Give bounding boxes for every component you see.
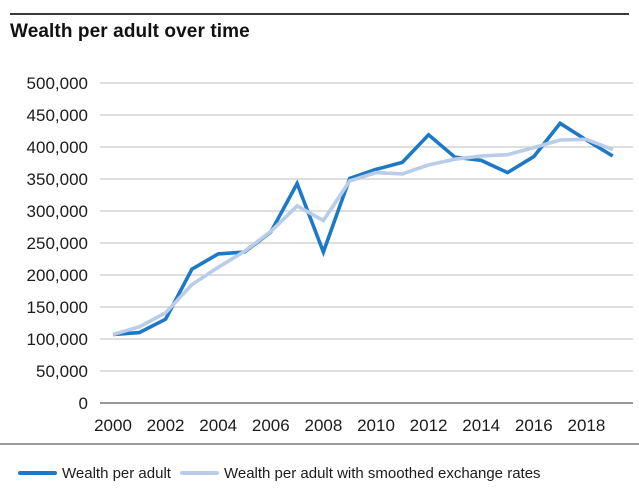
y-tick-label: 100,000 [27, 330, 88, 349]
legend-label: Wealth per adult [62, 464, 171, 482]
y-tick-label: 350,000 [27, 170, 88, 189]
chart-title: Wealth per adult over time [10, 21, 250, 42]
legend-label: Wealth per adult with smoothed exchange … [223, 464, 541, 482]
legend-item: Wealth per adult with smoothed exchange … [179, 464, 541, 482]
y-tick-label: 300,000 [27, 202, 88, 221]
series-line-wealth-per-adult [112, 120, 614, 337]
x-tick-label: 2010 [357, 416, 395, 435]
x-tick-label: 2006 [252, 416, 290, 435]
x-tick-label: 2012 [410, 416, 448, 435]
y-tick-label: 450,000 [27, 106, 88, 125]
x-tick-label: 2000 [94, 416, 132, 435]
y-tick-label: 50,000 [36, 362, 88, 381]
series-line-wealth-per-adult-smoothed [112, 137, 614, 337]
x-tick-label: 2014 [462, 416, 500, 435]
legend-swatch-wealth-per-adult [18, 471, 57, 475]
y-tick-label: 250,000 [27, 234, 88, 253]
x-tick-label: 2018 [567, 416, 605, 435]
y-tick-label: 0 [79, 394, 88, 413]
y-tick-label: 150,000 [27, 298, 88, 317]
y-tick-label: 400,000 [27, 138, 88, 157]
y-tick-label: 500,000 [27, 74, 88, 93]
x-tick-label: 2016 [515, 416, 553, 435]
legend-item: Wealth per adult [18, 465, 171, 482]
x-tick-label: 2004 [199, 416, 237, 435]
y-tick-label: 200,000 [27, 266, 88, 285]
legend-divider [0, 443, 639, 445]
top-rule [10, 13, 629, 15]
legend-swatch-wealth-per-adult-smoothed [179, 471, 219, 475]
legend: Wealth per adult Wealth per adult with sm… [18, 462, 637, 484]
x-tick-label: 2002 [147, 416, 185, 435]
x-tick-label: 2008 [304, 416, 342, 435]
chart-svg: 0 50,000 100,000 150,000 200,000 250,000 300,0… [27, 74, 633, 435]
